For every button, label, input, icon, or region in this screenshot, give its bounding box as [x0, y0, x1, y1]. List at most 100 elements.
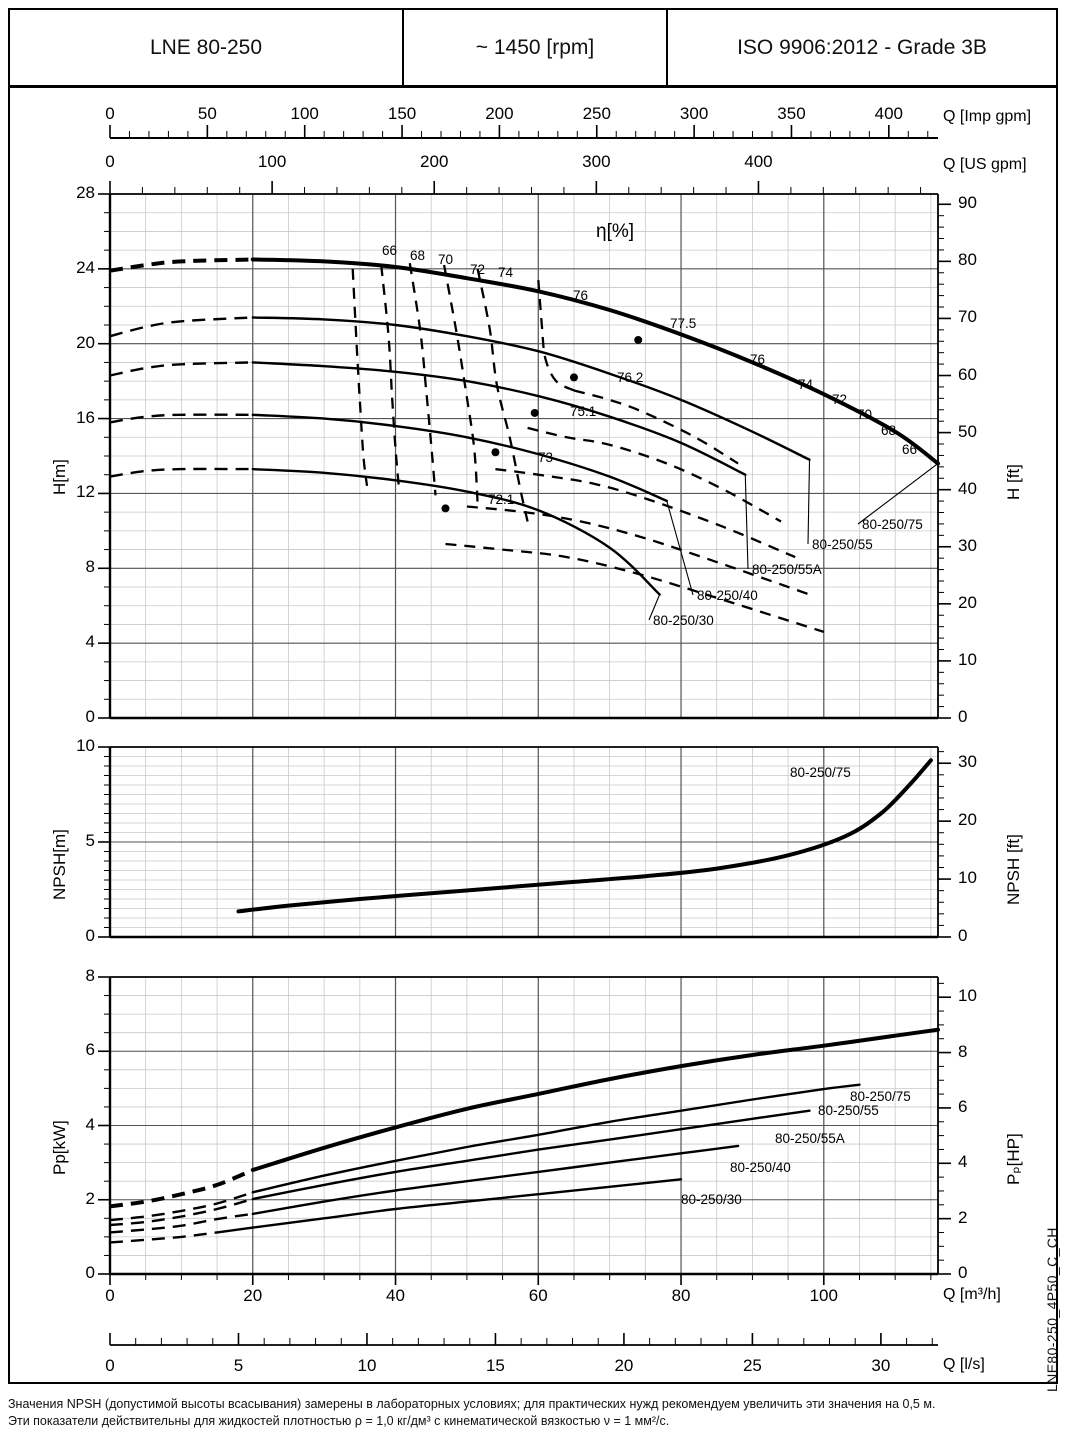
- ls-tick-label-30: 30: [871, 1356, 891, 1375]
- head-curve-label-80-250/55: 80-250/55: [812, 537, 873, 552]
- m3h-tick-label-20: 20: [243, 1286, 263, 1305]
- h-ft-tick-30: 30: [958, 535, 977, 555]
- eta-label-74-4: 74: [498, 265, 514, 280]
- h-m-tick-20: 20: [76, 332, 95, 352]
- eta-label-72.1-10: 72.1: [488, 492, 515, 507]
- power-curve-label-80-250/55: 80-250/55: [818, 1103, 879, 1118]
- h-m-tick-28: 28: [76, 183, 95, 202]
- npsh-ft-tick-0: 0: [958, 926, 968, 945]
- imp-tick-label-300: 300: [679, 104, 709, 123]
- m3h-tick-label-80: 80: [671, 1286, 691, 1305]
- m3h-tick-label-0: 0: [105, 1286, 115, 1305]
- us-tick-label-0: 0: [105, 152, 115, 171]
- power-curve-label-80-250/75: 80-250/75: [850, 1089, 911, 1104]
- us-tick-label-100: 100: [257, 152, 287, 171]
- eta-label-66-0: 66: [382, 243, 398, 258]
- npsh-ft-axis-title: NPSH [ft]: [1004, 834, 1023, 905]
- header-model: LNE 80-250: [149, 35, 263, 59]
- m3h-axis-label: Q [m³/h]: [943, 1286, 1001, 1303]
- eta-label-70-14: 70: [857, 407, 873, 422]
- ls-axis-label: Q [l/s]: [943, 1356, 985, 1373]
- imp-tick-label-0: 0: [105, 104, 115, 123]
- npsh-curve-label: 80-250/75: [790, 765, 851, 780]
- h-ft-tick-0: 0: [958, 707, 968, 726]
- h-ft-tick-10: 10: [958, 649, 977, 669]
- pp-kw-tick-6: 6: [85, 1040, 95, 1060]
- h-m-tick-24: 24: [76, 257, 95, 277]
- eta-label-75.1-8: 75.1: [570, 404, 597, 419]
- head-curve-label-80-250/75: 80-250/75: [862, 517, 923, 532]
- pp-kw-tick-4: 4: [85, 1114, 95, 1134]
- eta-label-68-1: 68: [410, 248, 426, 263]
- head-curve-label-80-250/40: 80-250/40: [697, 588, 758, 603]
- pp-kw-axis-title: Pp[kW]: [50, 1120, 69, 1175]
- npsh-m-tick-10: 10: [76, 736, 95, 755]
- npsh-ft-tick-30: 30: [958, 752, 977, 772]
- imp-tick-label-50: 50: [197, 104, 217, 123]
- eta-label-66-16: 66: [902, 442, 918, 457]
- us-tick-label-300: 300: [582, 152, 611, 171]
- us-axis-label: Q [US gpm]: [943, 156, 1027, 173]
- pp-hp-tick-8: 8: [958, 1041, 968, 1061]
- imp-tick-label-350: 350: [777, 104, 806, 123]
- h-ft-tick-60: 60: [958, 364, 977, 384]
- power-curve-label-80-250/55A: 80-250/55A: [775, 1131, 845, 1146]
- head-curve-label-80-250/30: 80-250/30: [653, 613, 714, 628]
- pp-hp-tick-0: 0: [958, 1263, 968, 1282]
- power-curve-label-80-250/30: 80-250/30: [681, 1192, 742, 1207]
- npsh-m-tick-5: 5: [85, 831, 95, 850]
- m3h-tick-label-40: 40: [386, 1286, 405, 1305]
- h-m-tick-0: 0: [85, 707, 95, 726]
- npsh-ft-tick-20: 20: [958, 810, 977, 830]
- eta-label-77.5-6: 77.5: [670, 316, 697, 331]
- npsh-ft-tick-10: 10: [958, 868, 977, 888]
- eta-label-68-15: 68: [881, 423, 897, 438]
- footnote: Значения NPSH (допустимой высоты всасыва…: [8, 1396, 1068, 1430]
- us-tick-label-400: 400: [744, 152, 773, 171]
- h-m-tick-16: 16: [76, 407, 95, 427]
- h-ft-tick-80: 80: [958, 250, 977, 270]
- eta-label-76-11: 76: [750, 352, 766, 367]
- header-speed: ~ 1450 [rpm]: [402, 10, 666, 85]
- imp-tick-label-100: 100: [290, 104, 319, 123]
- pp-hp-tick-6: 6: [958, 1096, 968, 1116]
- npsh-m-tick-0: 0: [85, 926, 95, 945]
- eta-label-74-12: 74: [798, 377, 814, 392]
- eta-label-73-9: 73: [538, 450, 554, 465]
- npsh-m-axis-title: NPSH[m]: [50, 829, 69, 900]
- m3h-tick-label-60: 60: [528, 1286, 548, 1305]
- footnote-line1: Значения NPSH (допустимой высоты всасыва…: [8, 1397, 936, 1411]
- pp-hp-tick-4: 4: [958, 1152, 968, 1172]
- power-curve-label-80-250/40: 80-250/40: [730, 1160, 791, 1175]
- ls-tick-label-25: 25: [742, 1356, 762, 1375]
- pp-kw-tick-0: 0: [85, 1263, 95, 1282]
- pp-kw-tick-2: 2: [85, 1188, 95, 1208]
- h-ft-tick-70: 70: [958, 307, 977, 327]
- pp-hp-tick-10: 10: [958, 986, 977, 1006]
- pp-kw-tick-8: 8: [85, 966, 95, 985]
- head-curve-label-80-250/55A: 80-250/55A: [752, 562, 822, 577]
- ls-tick-label-20: 20: [614, 1356, 634, 1375]
- eta-label-72-3: 72: [470, 262, 486, 277]
- chart-header: LNE 80-250 ~ 1450 [rpm] ISO 9906:2012 - …: [10, 10, 1056, 88]
- eta-label-76.2-7: 76.2: [617, 370, 644, 385]
- header-standard: ISO 9906:2012 - Grade 3B: [666, 10, 1056, 85]
- ls-tick-label-5: 5: [233, 1356, 244, 1375]
- imp-tick-label-150: 150: [387, 104, 417, 123]
- eta-label-70-2: 70: [438, 252, 454, 267]
- pp-hp-axis-title: Pₚ[HP]: [1004, 1133, 1023, 1185]
- h-m-tick-12: 12: [76, 482, 95, 502]
- h-ft-tick-40: 40: [958, 478, 977, 498]
- drawing-code: LNE80-250_4P50_C_CH: [1044, 1227, 1060, 1392]
- h-ft-tick-20: 20: [958, 592, 977, 612]
- eta-title: η[%]: [596, 221, 635, 242]
- h-ft-axis-title: H [ft]: [1004, 464, 1023, 500]
- us-tick-label-200: 200: [420, 152, 449, 171]
- imp-tick-label-250: 250: [582, 104, 611, 123]
- h-ft-tick-50: 50: [958, 421, 977, 441]
- chart-frame: [8, 8, 1058, 1384]
- ls-tick-label-0: 0: [105, 1356, 115, 1375]
- imp-axis-label: Q [Imp gpm]: [943, 108, 1032, 125]
- ls-tick-label-10: 10: [357, 1356, 377, 1375]
- h-m-tick-8: 8: [85, 557, 95, 577]
